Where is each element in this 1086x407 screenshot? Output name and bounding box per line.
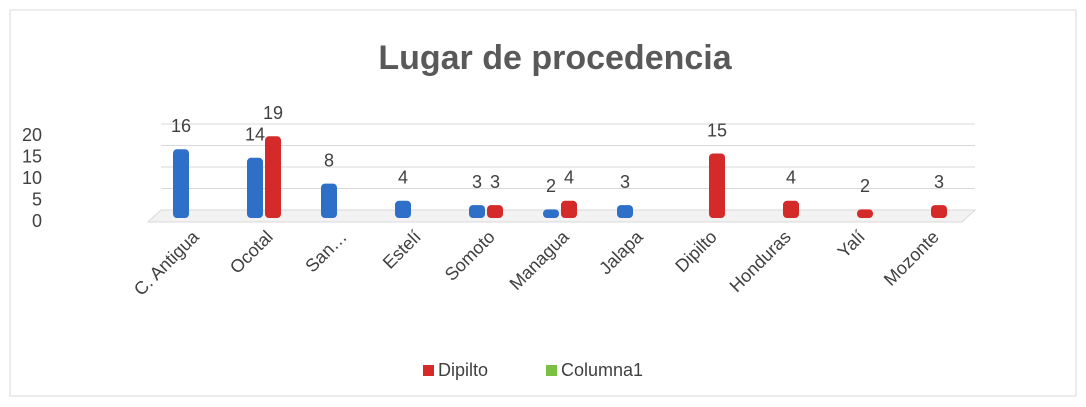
legend-swatch [546,365,557,376]
bar [395,200,411,218]
bar [173,149,189,218]
y-tick-label: 5 [32,189,42,209]
data-label: 19 [263,103,283,123]
y-tick-label: 20 [22,125,42,145]
data-label: 4 [564,168,574,188]
data-label: 15 [707,120,727,140]
y-tick-label: 10 [22,168,42,188]
bar [709,153,725,218]
legend-label: Columna1 [561,360,643,380]
bar [321,183,337,218]
bar [617,205,633,218]
data-label: 3 [934,172,944,192]
bar [487,205,503,218]
data-label: 2 [546,176,556,196]
y-tick-label: 15 [22,146,42,166]
data-label: 4 [398,168,408,188]
data-label: 3 [490,172,500,192]
y-tick-label: 0 [32,211,42,231]
data-label: 4 [786,168,796,188]
legend-label: Dipilto [438,360,488,380]
data-label: 16 [171,116,191,136]
data-label: 2 [860,176,870,196]
data-label: 8 [324,150,334,170]
bar [469,205,485,218]
legend-swatch [423,365,434,376]
data-label: 3 [620,172,630,192]
bar [247,157,263,218]
bar [543,209,559,218]
chart-title: Lugar de procedencia [378,39,732,77]
bar [857,209,873,218]
bar [265,136,281,218]
data-label: 3 [472,172,482,192]
bar [783,200,799,218]
data-label: 14 [245,125,265,145]
bar [561,200,577,218]
bar [931,205,947,218]
